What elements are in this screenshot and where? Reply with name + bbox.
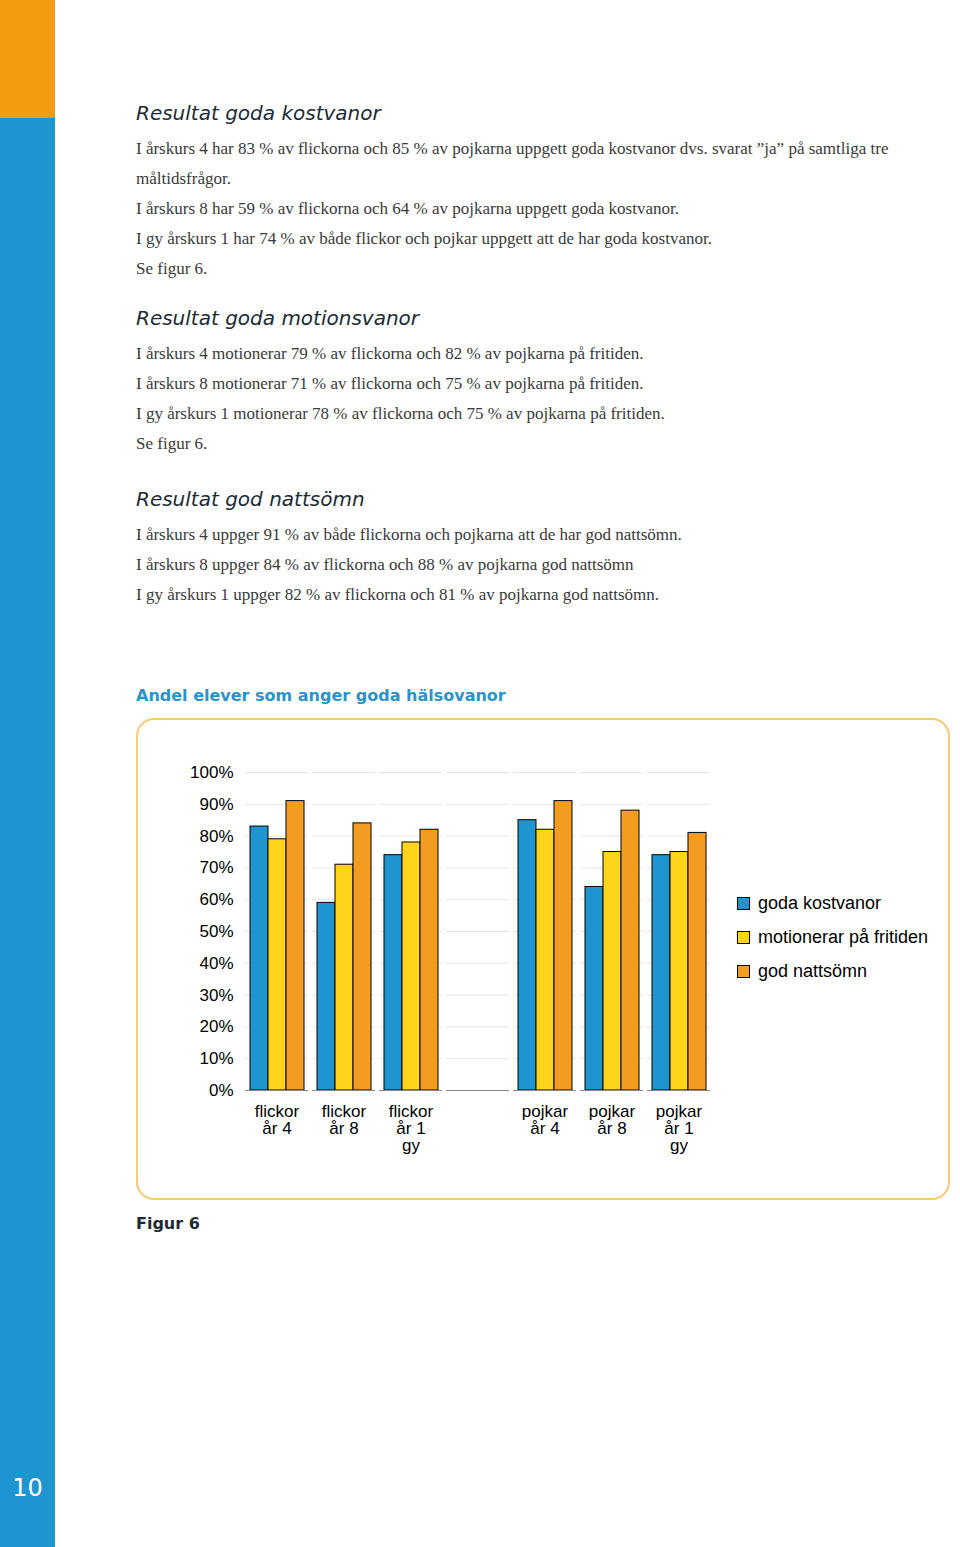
svg-text:20%: 20% [199, 1017, 233, 1036]
html-text:Andel elever som anger goda hä: Andel elever som anger goda hälsovanor [136, 686, 506, 705]
html-text:Se figur 6.: Se figur 6. [136, 259, 208, 278]
html-text:goda kostvanor: goda kostvanor [758, 892, 882, 913]
svg-text:flickorår 8: flickorår 8 [322, 1102, 367, 1138]
html-text:Resultat goda motionsvanor: Resultat goda motionsvanor [136, 306, 420, 330]
html-text:Figur 6: Figur 6 [136, 1214, 200, 1233]
svg-text:40%: 40% [199, 954, 233, 973]
svg-text:30%: 30% [199, 986, 233, 1005]
svg-text:90%: 90% [199, 795, 233, 814]
html-text:I årskurs 8 har 59 % av flicko: I årskurs 8 har 59 % av flickorna och 64… [136, 199, 679, 218]
html-text:I gy årskurs 1 uppger 82 % av: I gy årskurs 1 uppger 82 % av flickorna … [136, 585, 660, 604]
html-text:I gy årskurs 1 motionerar 78 %: I gy årskurs 1 motionerar 78 % av flicko… [136, 404, 665, 423]
svg-text:50%: 50% [199, 922, 233, 941]
html-text:I årskurs 4 uppger 91 % av båd: I årskurs 4 uppger 91 % av både flickorn… [136, 525, 682, 544]
html-text:Resultat goda kostvanor: Resultat goda kostvanor [136, 101, 381, 125]
html-text:motionerar på fritiden: motionerar på fritiden [758, 926, 929, 947]
html-text:I årskurs 4 motionerar 79 % av: I årskurs 4 motionerar 79 % av flickorna… [136, 344, 644, 363]
html-text:I gy årskurs 1 har 74 % av båd: I gy årskurs 1 har 74 % av både flickor … [136, 229, 712, 248]
html-text:I årskurs 8 motionerar 71 % av: I årskurs 8 motionerar 71 % av flickorna… [136, 374, 644, 393]
svg-text:pojkarår 4: pojkarår 4 [522, 1102, 569, 1138]
svg-text:0%: 0% [209, 1081, 234, 1100]
svg-text:flickorår 4: flickorår 4 [255, 1102, 300, 1138]
svg-text:60%: 60% [199, 890, 233, 909]
html-text:god nattsömn: god nattsömn [758, 960, 868, 981]
svg-text:10%: 10% [199, 1049, 233, 1068]
html-text:Resultat god nattsömn: Resultat god nattsömn [136, 487, 365, 511]
svg-text:70%: 70% [199, 858, 233, 877]
svg-text:pojkarår 1gy: pojkarår 1gy [656, 1102, 703, 1155]
svg-text:80%: 80% [199, 827, 233, 846]
svg-text:flickorår 1gy: flickorår 1gy [389, 1102, 434, 1155]
html-text:I årskurs 4 har 83 % av flicko: I årskurs 4 har 83 % av flickorna och 85… [136, 139, 889, 188]
svg-text:100%: 100% [190, 763, 233, 782]
html-text:I årskurs 8 uppger 84 % av fli: I årskurs 8 uppger 84 % av flickorna och… [136, 555, 634, 574]
svg-text:pojkarår 8: pojkarår 8 [589, 1102, 636, 1138]
html-text:Se figur 6.: Se figur 6. [136, 434, 208, 453]
html-text:10: 10 [12, 1474, 43, 1502]
